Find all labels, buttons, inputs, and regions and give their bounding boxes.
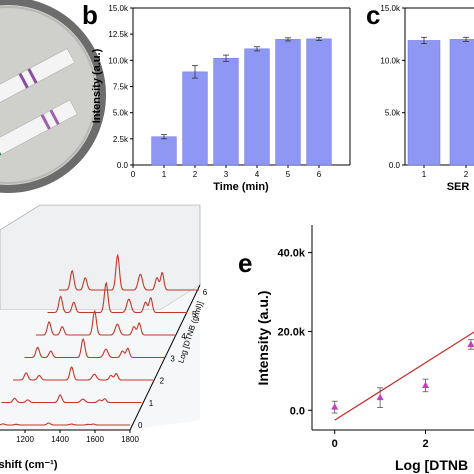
c-ytick-label: 10.0k (380, 56, 401, 65)
c-ytick-label: 0.0 (389, 161, 401, 170)
b-bar (182, 71, 208, 166)
b-bar (213, 57, 239, 166)
petri-dish-inner (0, 5, 98, 185)
b-bar (275, 39, 301, 166)
test-strip-lower (0, 99, 78, 170)
c-xtick-label: 2 (464, 170, 469, 179)
b-xtick-label: 2 (193, 170, 198, 179)
e-ylabel: Intensity (a.u.) (255, 291, 271, 386)
d-xtick-label: 1400 (51, 435, 69, 444)
panel-a-photo (0, 0, 106, 193)
e-data-point (422, 381, 430, 388)
petri-dish-rim (0, 6, 97, 184)
c-xlabel: SER (447, 181, 470, 193)
b-xtick-label: 3 (224, 170, 229, 179)
panel-letter-b: b (82, 0, 98, 30)
d-spectrum-trace (36, 309, 176, 336)
panel-e-scatter: e 0.0 20.0k 40.0k 0 2 Intensity (a.u.) Log … (238, 225, 474, 473)
d-spectrum-trace (59, 253, 199, 291)
panel-b-bar-chart: b 0.0 2.5k 5.0k 7.5k 10.0k 12.5k 15.0k 0 1 2 3 4 5 6… (82, 0, 351, 193)
e-fit-line (334, 331, 474, 421)
c-ytick-label: 5.0k (385, 109, 401, 118)
c-bar (407, 40, 441, 166)
e-xtick-label: 0 (332, 438, 338, 450)
d-back-wall (0, 204, 201, 311)
d-xtick-label: 1200 (16, 435, 34, 444)
panel-letter-e: e (238, 248, 252, 278)
d-xtick-label: 1800 (121, 435, 139, 444)
d-xlabel: shift (cm⁻¹) (0, 459, 58, 471)
e-data-point (467, 340, 474, 347)
e-ytick-label: 20.0k (277, 326, 305, 338)
d-spectrum-trace (47, 281, 188, 314)
d-spectrum-trace (0, 422, 130, 426)
d-depth-tick-label: 0 (138, 421, 143, 430)
e-data-point (376, 393, 384, 401)
b-xtick-label: 1 (162, 170, 167, 179)
c-xtick-label: 1 (422, 170, 427, 179)
c-bar (449, 39, 474, 166)
b-xtick-label: 6 (317, 170, 322, 179)
panel-c-bar-chart: c 0.0 5.0k 10.0k 15.0k 1 2 SER (366, 0, 474, 193)
panel-letter-c: c (366, 0, 380, 30)
test-strip-upper (0, 48, 75, 117)
d-depth-tick-label: 5 (192, 310, 197, 319)
b-ytick-label: 5.0k (113, 109, 129, 118)
b-ytick-label: 15.0k (108, 4, 129, 13)
e-xlabel: Log [DTNB (395, 457, 468, 473)
b-xtick-label: 4 (255, 170, 260, 179)
d-depth-tick-label: 3 (170, 354, 175, 363)
d-depth-tick-label: 2 (160, 377, 165, 386)
b-bar (151, 136, 177, 166)
b-bar (306, 38, 332, 166)
b-xtick-label: 0 (131, 170, 136, 179)
b-bar (244, 48, 270, 166)
b-ytick-label: 12.5k (108, 30, 129, 39)
b-ytick-label: 0.0 (117, 161, 129, 170)
d-spectrum-trace (13, 366, 153, 381)
b-ytick-label: 2.5k (113, 135, 129, 144)
b-ylabel: Intensity (a.u.) (91, 48, 103, 123)
b-ytick-label: 10.0k (108, 56, 129, 65)
d-spectrum-trace (24, 338, 165, 359)
e-data-point (331, 403, 339, 410)
d-depth-tick-label: 1 (149, 399, 154, 408)
d-depth-tick-label: 4 (181, 332, 186, 341)
b-ytick-label: 7.5k (113, 83, 129, 92)
d-spectrum-trace (1, 394, 142, 404)
b-xlabel: Time (min) (213, 181, 269, 193)
e-ytick-label: 40.0k (277, 248, 305, 260)
c-ytick-label: 15.0k (380, 4, 401, 13)
d-xtick-label: 1600 (86, 435, 104, 444)
e-ytick-label: 0.0 (290, 405, 305, 417)
d-depth-tick-label: 6 (203, 288, 208, 297)
e-xtick-label: 2 (422, 438, 428, 450)
b-xtick-label: 5 (286, 170, 291, 179)
d-depth-axis (129, 284, 201, 431)
